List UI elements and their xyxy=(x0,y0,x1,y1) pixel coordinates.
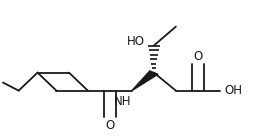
Polygon shape xyxy=(132,71,158,91)
Text: O: O xyxy=(193,50,202,63)
Text: O: O xyxy=(105,119,114,132)
Text: HO: HO xyxy=(126,34,144,48)
Text: NH: NH xyxy=(114,95,132,108)
Text: OH: OH xyxy=(225,84,243,97)
